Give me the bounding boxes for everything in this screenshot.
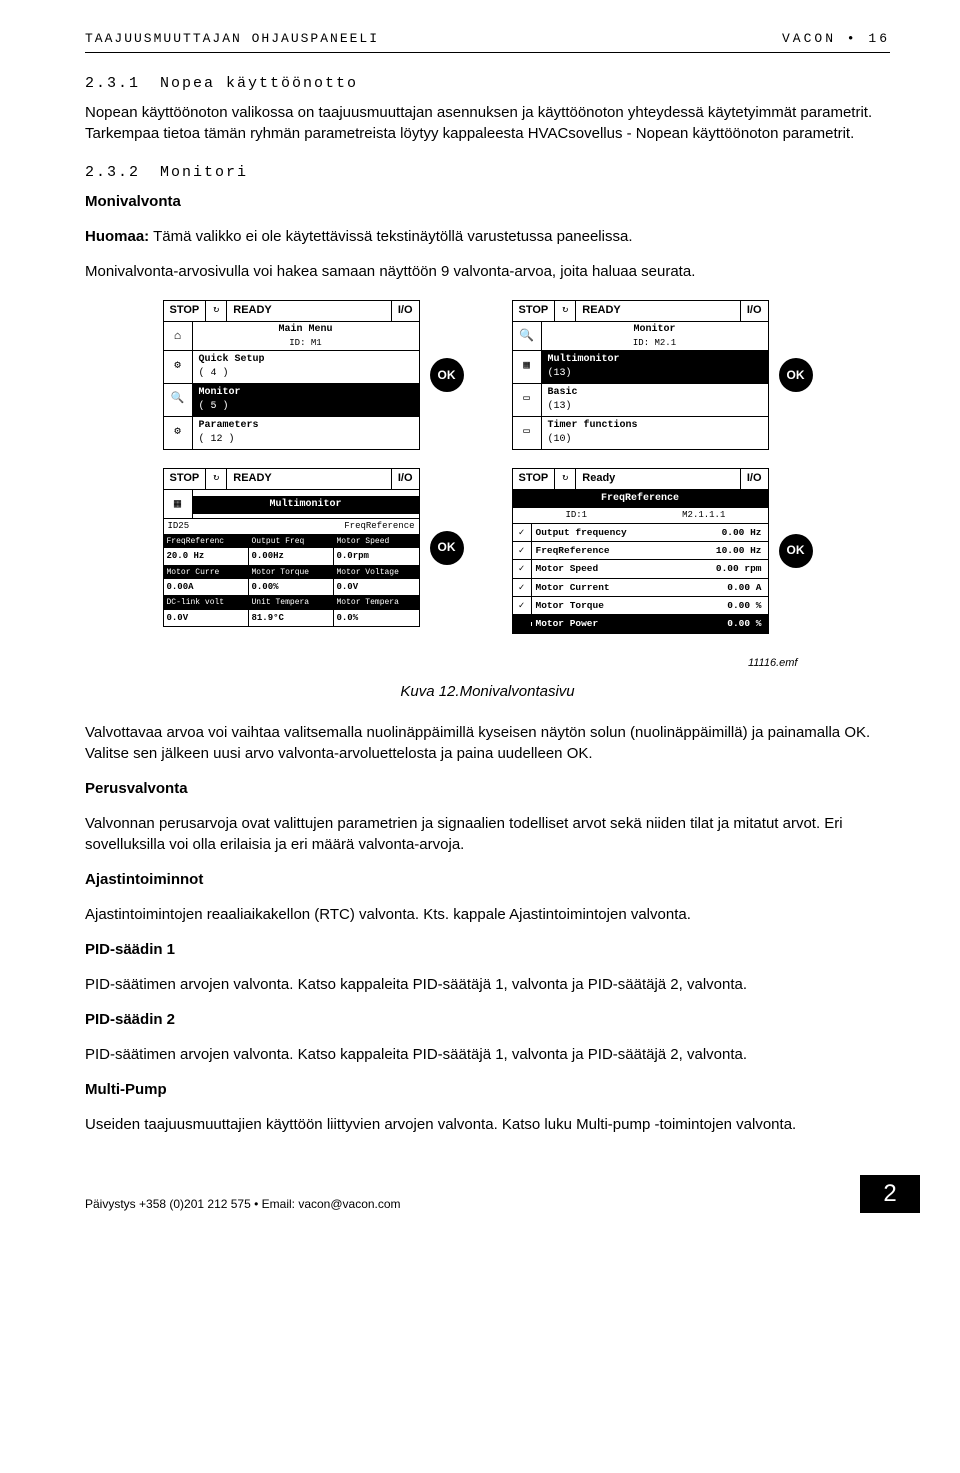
mm-cell[interactable]: FreqReferenc20.0 Hz	[164, 535, 249, 566]
multipump-para: Useiden taajuusmuuttajien käyttöön liitt…	[85, 1114, 890, 1135]
screen-multimonitor: STOP ↻ READY I/O ▦ Multimonitor ID25 Fre…	[163, 468, 420, 627]
section-2-3-1-heading: 2.3.1Nopea käyttöönotto	[85, 73, 890, 94]
fr-item-selected[interactable]: Motor Power0.00 %	[513, 615, 768, 632]
screen-monitor-menu: STOP ↻ READY I/O 🔍 Monitor ID: M2.1 ▦	[512, 300, 769, 450]
ajastin-para: Ajastintoimintojen reaaliaikakellon (RTC…	[85, 904, 890, 925]
perusvalvonta-para: Valvonnan perusarvoja ovat valittujen pa…	[85, 813, 890, 855]
after-para-1: Valvottavaa arvoa voi vaihtaa valitsemal…	[85, 722, 890, 764]
header-right: vacon • 16	[782, 30, 890, 48]
folder-icon: ▭	[513, 384, 542, 416]
status-bar: STOP ↻ READY I/O	[164, 301, 419, 322]
direction-icon: ↻	[555, 469, 576, 489]
pid2-para: PID-säätimen arvojen valvonta. Katso kap…	[85, 1044, 890, 1065]
multipump-heading: Multi-Pump	[85, 1079, 890, 1100]
check-icon: ✓	[513, 579, 532, 596]
figure-12: STOP ↻ READY I/O ⌂ Main Menu ID: M1 ⚙	[85, 300, 890, 671]
page-header: Taajuusmuuttajan ohjauspaneeli vacon • 1…	[85, 30, 890, 48]
screen-title: Monitor	[542, 323, 768, 337]
menu-monitor[interactable]: 🔍 Monitor( 5 )	[164, 384, 419, 417]
monivalvonta-heading: Monivalvonta	[85, 191, 890, 212]
section-2-3-2-heading: 2.3.2Monitori	[85, 162, 890, 183]
ok-button[interactable]: OK	[430, 531, 464, 565]
status-bar: STOP ↻ Ready I/O	[513, 469, 768, 490]
check-icon: ✓	[513, 597, 532, 614]
status-bar: STOP ↻ READY I/O	[513, 301, 768, 322]
screen-title: Main Menu	[193, 323, 419, 337]
page-footer: Päivystys +358 (0)201 212 575 • Email: v…	[85, 1175, 890, 1213]
screen-main-menu: STOP ↻ READY I/O ⌂ Main Menu ID: M1 ⚙	[163, 300, 420, 450]
fr-subheader: ID:1 M2.1.1.1	[513, 508, 768, 524]
screen-title: Multimonitor	[193, 496, 419, 514]
page-number: 2	[860, 1175, 920, 1213]
sliders-icon: ⚙	[164, 417, 193, 449]
fr-item[interactable]: ✓FreqReference10.00 Hz	[513, 542, 768, 560]
direction-icon: ↻	[206, 469, 227, 489]
ok-button[interactable]: OK	[779, 534, 813, 568]
check-icon: ✓	[513, 524, 532, 541]
perusvalvonta-heading: Perusvalvonta	[85, 778, 890, 799]
multimonitor-grid: FreqReferenc20.0 Hz Output Freq0.00Hz Mo…	[164, 535, 419, 626]
figure-caption: Kuva 12.Monivalvontasivu	[85, 681, 890, 702]
direction-icon: ↻	[206, 301, 227, 321]
check-icon	[513, 622, 532, 626]
fr-item[interactable]: ✓Output frequency0.00 Hz	[513, 524, 768, 542]
fr-item[interactable]: ✓Motor Current0.00 A	[513, 579, 768, 597]
mm-cell[interactable]: Motor Speed0.0rpm	[334, 535, 419, 566]
emf-filename: 11116.emf	[178, 656, 798, 671]
header-rule	[85, 52, 890, 53]
magnifier-icon: 🔍	[164, 384, 193, 416]
pid1-heading: PID-säädin 1	[85, 939, 890, 960]
mm-cell[interactable]: Unit Tempera81.9°C	[249, 596, 334, 626]
footer-contact: Päivystys +358 (0)201 212 575 • Email: v…	[85, 1196, 401, 1213]
mm-cell[interactable]: Motor Torque0.00%	[249, 566, 334, 597]
check-icon: ✓	[513, 542, 532, 559]
menu-multimonitor[interactable]: ▦ Multimonitor(13)	[513, 351, 768, 384]
mm-cell[interactable]: DC-link volt0.0V	[164, 596, 249, 626]
ok-button[interactable]: OK	[430, 358, 464, 392]
status-bar: STOP ↻ READY I/O	[164, 469, 419, 490]
ajastin-heading: Ajastintoiminnot	[85, 869, 890, 890]
home-icon: ⌂	[164, 322, 193, 350]
sliders-icon: ⚙	[164, 351, 193, 383]
huomaa-para: Huomaa: Tämä valikko ei ole käytettäviss…	[85, 226, 890, 247]
sec-2-3-1-para: Nopean käyttöönoton valikossa on taajuus…	[85, 102, 890, 144]
direction-icon: ↻	[555, 301, 576, 321]
monivalvonta-para2: Monivalvonta-arvosivulla voi hakea samaa…	[85, 261, 890, 282]
menu-parameters[interactable]: ⚙ Parameters( 12 )	[164, 417, 419, 449]
folder-icon: ▭	[513, 417, 542, 449]
pid2-heading: PID-säädin 2	[85, 1009, 890, 1030]
fr-item[interactable]: ✓Motor Speed0.00 rpm	[513, 560, 768, 578]
magnifier-icon: 🔍	[513, 322, 542, 350]
grid-icon: ▦	[513, 351, 542, 383]
mm-cell[interactable]: Motor Voltage0.0V	[334, 566, 419, 597]
header-left: Taajuusmuuttajan ohjauspaneeli	[85, 30, 379, 48]
ok-button[interactable]: OK	[779, 358, 813, 392]
mm-cell[interactable]: Motor Curre0.00A	[164, 566, 249, 597]
screen-title: FreqReference	[513, 490, 768, 508]
screen-freqreference: STOP ↻ Ready I/O FreqReference ID:1 M2.1…	[512, 468, 769, 633]
mm-cell[interactable]: Output Freq0.00Hz	[249, 535, 334, 566]
mm-subheader: ID25 FreqReference	[164, 519, 419, 535]
grid-icon: ▦	[164, 490, 193, 518]
menu-basic[interactable]: ▭ Basic(13)	[513, 384, 768, 417]
fr-item[interactable]: ✓Motor Torque0.00 %	[513, 597, 768, 615]
menu-timer[interactable]: ▭ Timer functions(10)	[513, 417, 768, 449]
menu-quick-setup[interactable]: ⚙ Quick Setup( 4 )	[164, 351, 419, 384]
check-icon: ✓	[513, 560, 532, 577]
mm-cell[interactable]: Motor Tempera0.0%	[334, 596, 419, 626]
pid1-para: PID-säätimen arvojen valvonta. Katso kap…	[85, 974, 890, 995]
